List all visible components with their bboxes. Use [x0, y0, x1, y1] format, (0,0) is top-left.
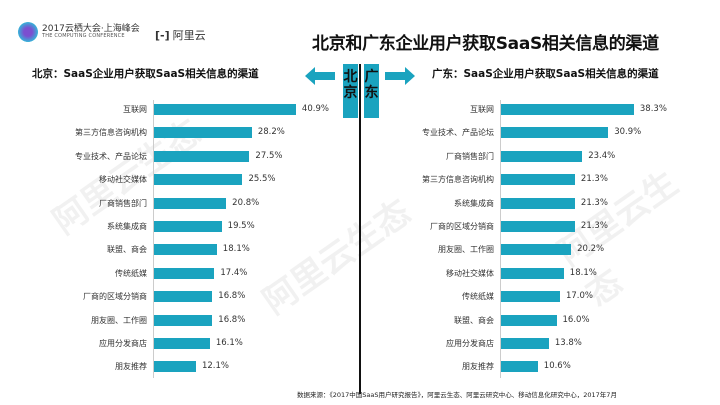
category-label: 传统纸媒 [462, 292, 494, 302]
category-label: 移动社交媒体 [99, 175, 147, 185]
category-label: 传统纸媒 [115, 268, 147, 278]
bar [501, 244, 572, 256]
value-label: 21.3% [580, 174, 608, 185]
arrow-right-icon [385, 67, 415, 85]
category-label: 系统集成商 [454, 198, 494, 208]
value-label: 27.5% [255, 150, 283, 161]
category-label: 专业技术、产品论坛 [422, 128, 494, 138]
value-label: 10.6% [543, 361, 571, 372]
value-label: 18.1% [569, 267, 597, 278]
category-label: 厂商销售部门 [99, 198, 147, 208]
bar [501, 104, 634, 115]
arrow-left-icon [305, 67, 335, 85]
bar [154, 267, 215, 279]
value-label: 20.2% [577, 244, 605, 255]
value-label: 30.9% [614, 127, 642, 138]
category-label: 第三方信息咨询机构 [422, 175, 494, 185]
bar [501, 291, 560, 303]
bar [154, 221, 222, 232]
right-city-label: 广东 [364, 64, 379, 118]
value-label: 25.5% [248, 174, 276, 185]
category-label: 专业技术、产品论坛 [75, 151, 147, 161]
left-city-label: 北京 [343, 64, 358, 118]
conference-logo-icon [18, 22, 38, 42]
value-label: 16.1% [215, 338, 243, 348]
category-label: 互联网 [470, 105, 494, 114]
page-title: 北京和广东企业用户获取SaaS相关信息的渠道 [312, 34, 659, 54]
value-label: 40.9% [301, 104, 329, 114]
bar [154, 244, 217, 256]
value-label: 19.5% [227, 221, 255, 231]
category-label: 第三方信息咨询机构 [75, 128, 147, 138]
conference-logo: 2017云栖大会·上海峰会 THE COMPUTING CONFERENCE [18, 22, 140, 42]
category-label: 系统集成商 [107, 222, 147, 231]
value-label: 23.4% [588, 150, 616, 161]
value-label: 16.8% [218, 291, 246, 302]
chart-axis [500, 100, 501, 378]
left-chart-title: 北京：SaaS企业用户获取SaaS相关信息的渠道 [32, 68, 259, 80]
value-label: 17.4% [220, 267, 248, 278]
category-label: 联盟、商会 [454, 315, 494, 325]
bar [154, 174, 243, 186]
bar [154, 197, 227, 209]
bar [154, 361, 196, 373]
bar [501, 174, 575, 186]
category-label: 移动社交媒体 [446, 268, 494, 278]
value-label: 16.0% [562, 314, 590, 325]
value-label: 28.2% [257, 127, 285, 138]
bar [154, 150, 250, 162]
value-label: 20.8% [232, 197, 260, 208]
value-label: 16.8% [218, 314, 246, 325]
bar [154, 104, 296, 115]
bar [154, 338, 210, 349]
value-label: 21.3% [580, 197, 608, 208]
value-label: 13.8% [554, 338, 582, 348]
category-label: 厂商的区域分销商 [430, 222, 494, 231]
value-label: 38.3% [639, 104, 667, 114]
right-chart-title: 广东：SaaS企业用户获取SaaS相关信息的渠道 [432, 68, 659, 80]
value-label: 17.0% [565, 291, 593, 302]
aliyun-logo: [-] 阿里云 [155, 27, 206, 43]
chart-axis [153, 100, 154, 378]
aliyun-logo-icon: [-] [155, 28, 170, 42]
value-label: 12.1% [201, 361, 229, 372]
category-label: 厂商销售部门 [446, 151, 494, 161]
category-label: 朋友圈、工作圈 [91, 315, 147, 325]
center-divider [359, 64, 361, 394]
category-label: 朋友推荐 [462, 362, 494, 372]
bar [501, 221, 575, 232]
bar [501, 127, 609, 139]
data-source: 数据来源：《2017中国SaaS用户研究报告》，阿里云生态、阿里云研究中心、移动… [297, 391, 617, 399]
bar [154, 291, 213, 303]
category-label: 应用分发商店 [446, 339, 494, 348]
conference-name: 2017云栖大会·上海峰会 [42, 24, 140, 34]
value-label: 21.3% [580, 221, 608, 231]
brand-name: 阿里云 [172, 29, 206, 42]
category-label: 联盟、商会 [107, 245, 147, 255]
category-label: 朋友圈、工作圈 [438, 245, 494, 255]
bar [154, 127, 252, 139]
bar [154, 314, 213, 326]
value-label: 18.1% [222, 244, 250, 255]
conference-name-en: THE COMPUTING CONFERENCE [42, 33, 125, 39]
bar [501, 314, 557, 326]
bar [501, 267, 564, 279]
category-label: 应用分发商店 [99, 339, 147, 348]
category-label: 朋友推荐 [115, 362, 147, 372]
bar [501, 338, 549, 349]
category-label: 厂商的区域分销商 [83, 292, 147, 302]
category-label: 互联网 [123, 105, 147, 114]
bar [501, 150, 583, 162]
bar [501, 197, 575, 209]
bar [501, 361, 538, 373]
